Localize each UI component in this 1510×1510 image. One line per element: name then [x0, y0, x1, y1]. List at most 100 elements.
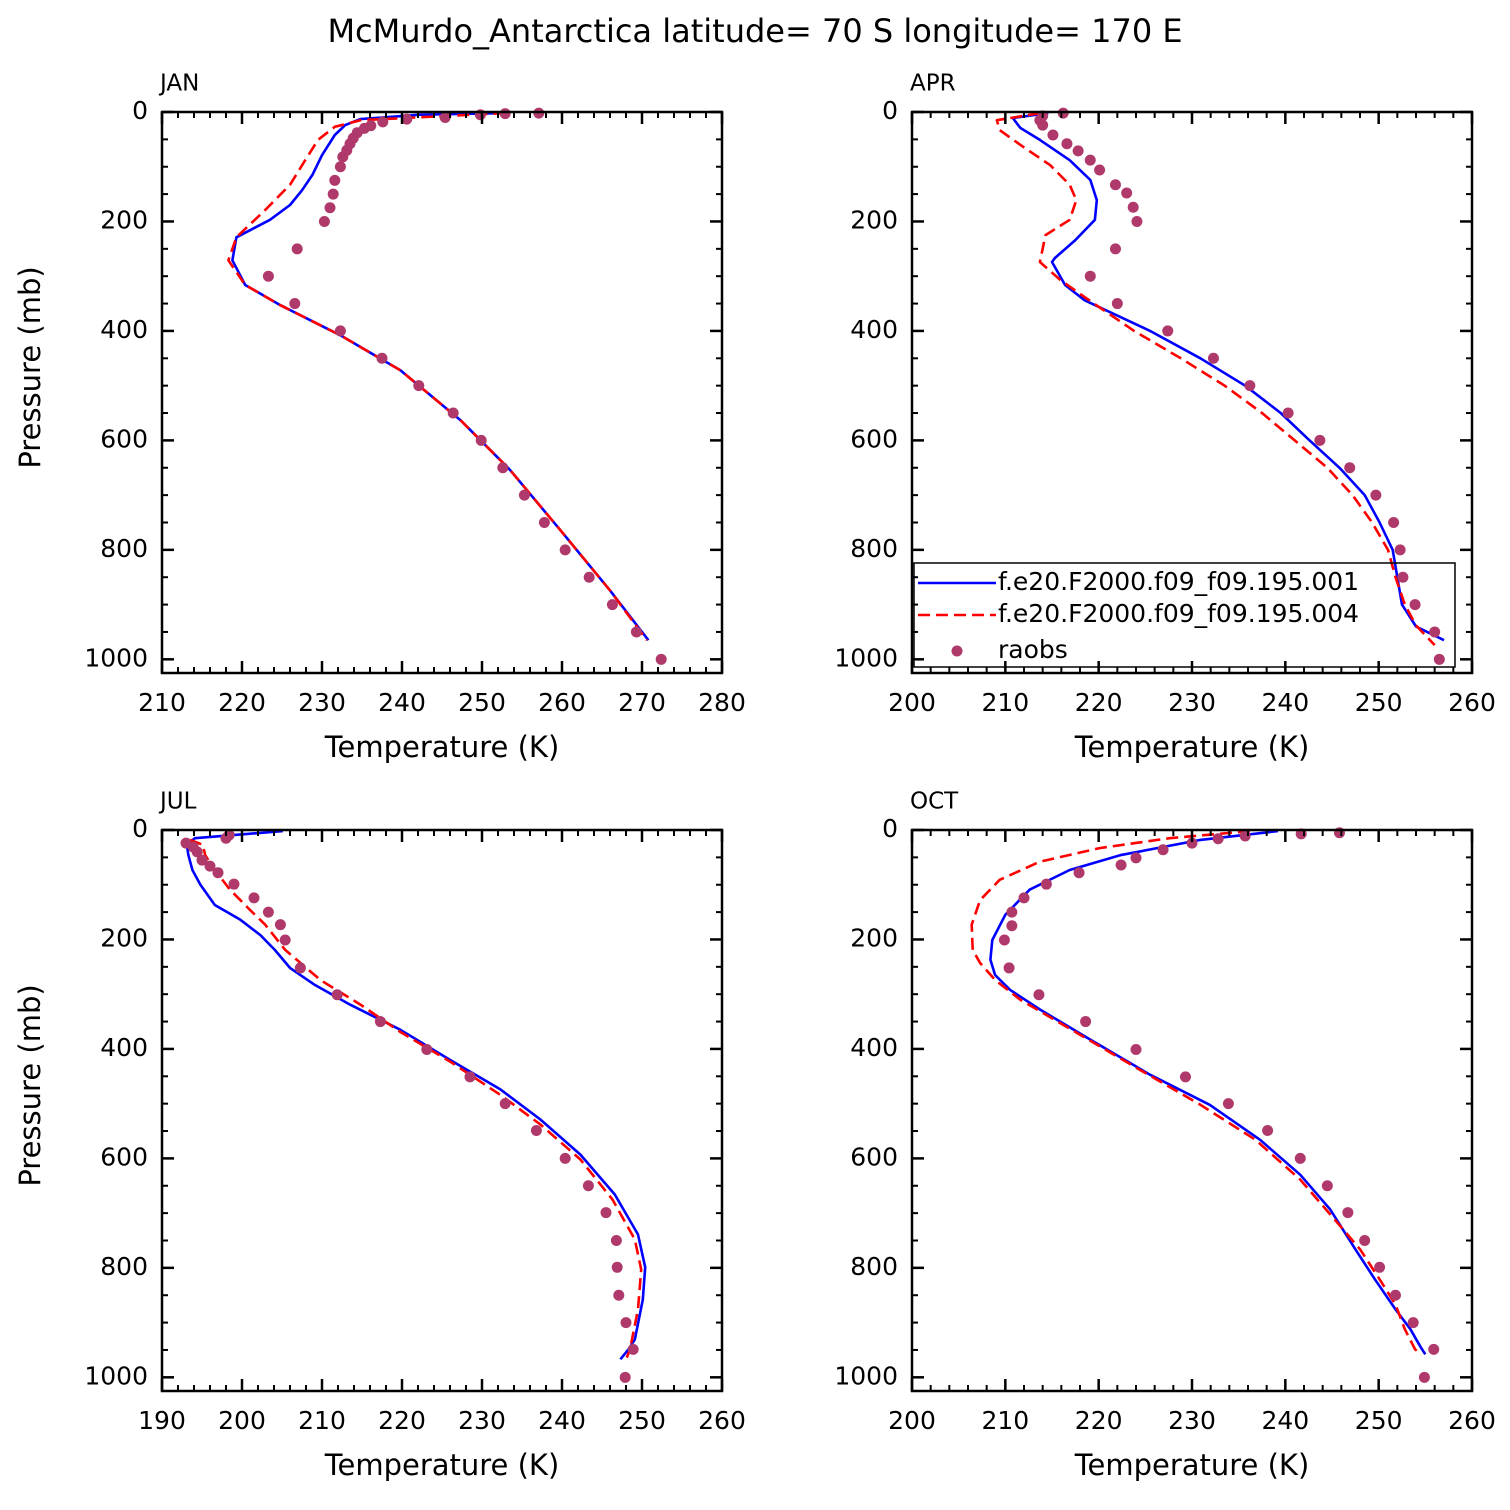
raob-point [262, 906, 274, 918]
raob-point [1121, 187, 1133, 199]
y-tick-label: 600 [100, 424, 148, 453]
raob-point [538, 516, 550, 528]
raob-point [499, 1098, 511, 1110]
panel: 0 200 400 600 800 1000 190 200 210 220 230 240 250 26… [13, 789, 746, 1483]
raob-point [401, 113, 413, 125]
y-tick-label: 200 [100, 205, 148, 234]
raob-point [1282, 407, 1294, 419]
y-tick-label: 0 [882, 814, 898, 843]
raob-point [1127, 201, 1139, 213]
raob-point [1073, 867, 1085, 879]
figure-title: McMurdo_Antarctica latitude= 70 S longit… [327, 12, 1182, 50]
raob-point [374, 1016, 386, 1028]
raob-point [291, 243, 303, 255]
x-tick-label: 200 [218, 1406, 266, 1435]
x-tick-label: 240 [538, 1406, 586, 1435]
raob-point [655, 653, 667, 665]
x-tick-label: 230 [458, 1406, 506, 1435]
x-tick-label: 240 [378, 688, 426, 717]
raob-point [377, 116, 389, 128]
raob-point [294, 962, 306, 974]
raob-point [1084, 270, 1096, 282]
x-axis-label: Temperature (K) [1074, 730, 1310, 764]
y-tick-label: 800 [100, 1252, 148, 1281]
raob-point [1389, 1289, 1401, 1301]
raob-point [1262, 1124, 1274, 1136]
x-tick-label: 230 [298, 688, 346, 717]
raob-point [1244, 380, 1256, 392]
raob-point [1314, 434, 1326, 446]
raob-point [1109, 243, 1121, 255]
raob-point [376, 352, 388, 364]
raob-point [196, 854, 208, 866]
raob-point [1033, 989, 1045, 1001]
x-tick-label: 270 [618, 688, 666, 717]
y-tick-label: 800 [850, 1252, 898, 1281]
x-tick-label: 260 [1448, 1406, 1496, 1435]
raob-point [1409, 599, 1421, 611]
x-tick-label: 280 [698, 688, 746, 717]
x-tick-label: 210 [298, 1406, 346, 1435]
panel: 0 200 400 600 800 1000 200 210 220 230 240 250 260 OC… [834, 789, 1495, 1483]
raob-point [421, 1043, 433, 1055]
x-axis-label: Temperature (K) [324, 730, 560, 764]
plot-frame [160, 110, 724, 675]
y-tick-label: 1000 [84, 1361, 148, 1390]
raob-point [1370, 489, 1382, 501]
y-tick-label: 1000 [834, 1361, 898, 1390]
raob-point [1111, 298, 1123, 310]
y-tick-label: 200 [100, 923, 148, 952]
raob-point [1130, 852, 1142, 864]
raob-point [611, 1261, 623, 1273]
y-tick-label: 1000 [834, 643, 898, 672]
y-tick-label: 0 [882, 96, 898, 125]
raob-point [1018, 892, 1030, 904]
raob-point [1006, 920, 1018, 932]
profile-line [970, 829, 1423, 1356]
raob-point [1294, 1152, 1306, 1164]
raob-point [334, 161, 346, 173]
raob-point [613, 1289, 625, 1301]
y-tick-label: 400 [850, 1033, 898, 1062]
y-axis-label: Pressure (mb) [13, 984, 47, 1186]
raob-point [559, 1152, 571, 1164]
raob-point [413, 380, 425, 392]
raob-point [1394, 544, 1406, 556]
raob-point [212, 867, 224, 879]
raob-point [1397, 571, 1409, 583]
raob-point [1212, 833, 1224, 845]
raob-point [1179, 1071, 1191, 1083]
plot-frame [910, 828, 1474, 1393]
raob-point [1321, 1180, 1333, 1192]
raob-point [1006, 906, 1018, 918]
raob-point [1239, 830, 1251, 842]
raob-point [619, 1371, 631, 1383]
legend-label: raobs [998, 635, 1068, 664]
x-tick-label: 210 [981, 1406, 1029, 1435]
x-tick-label: 210 [138, 688, 186, 717]
raob-point [248, 892, 260, 904]
raob-point [583, 571, 595, 583]
raob-point [1094, 164, 1106, 176]
raob-point [1072, 145, 1084, 157]
y-tick-label: 0 [132, 96, 148, 125]
raob-point [464, 1071, 476, 1083]
raob-point [1047, 129, 1059, 141]
x-tick-label: 230 [1168, 688, 1216, 717]
raob-point [1162, 325, 1174, 337]
legend-label: f.e20.F2000.f09_f09.195.004 [998, 599, 1359, 628]
profile-line [1011, 111, 1445, 642]
y-tick-label: 800 [850, 534, 898, 563]
legend-box [913, 562, 1456, 668]
x-tick-label: 260 [538, 688, 586, 717]
x-tick-label: 210 [981, 688, 1029, 717]
raob-point [627, 1343, 639, 1355]
raob-point [289, 298, 301, 310]
raob-point [334, 325, 346, 337]
raob-point [1186, 837, 1198, 849]
raob-point [610, 1234, 622, 1246]
raob-point [559, 544, 571, 556]
raob-point [1130, 1043, 1142, 1055]
raob-point [1344, 462, 1356, 474]
raob-point [220, 832, 232, 844]
